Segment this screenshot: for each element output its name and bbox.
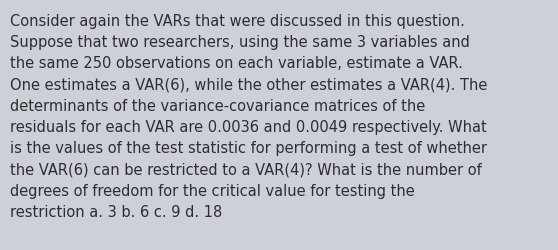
Text: Consider again the VARs that were discussed in this question.
Suppose that two r: Consider again the VARs that were discus… <box>10 14 487 219</box>
